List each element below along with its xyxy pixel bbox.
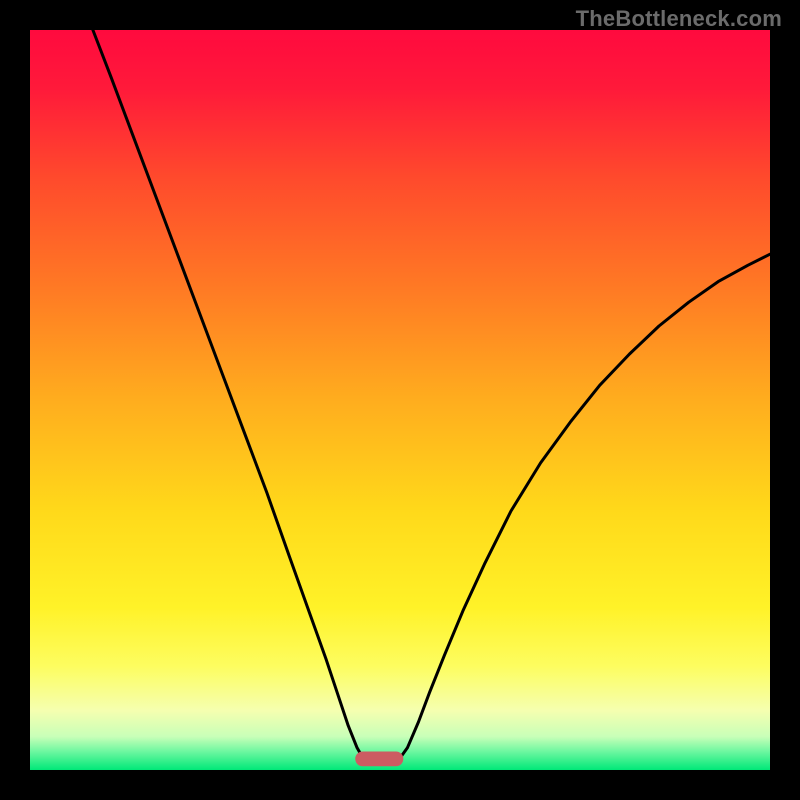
curve-layer: [0, 0, 800, 800]
outer-frame: TheBottleneck.com: [0, 0, 800, 800]
optimal-marker: [355, 752, 403, 767]
bottleneck-curve: [93, 30, 770, 759]
